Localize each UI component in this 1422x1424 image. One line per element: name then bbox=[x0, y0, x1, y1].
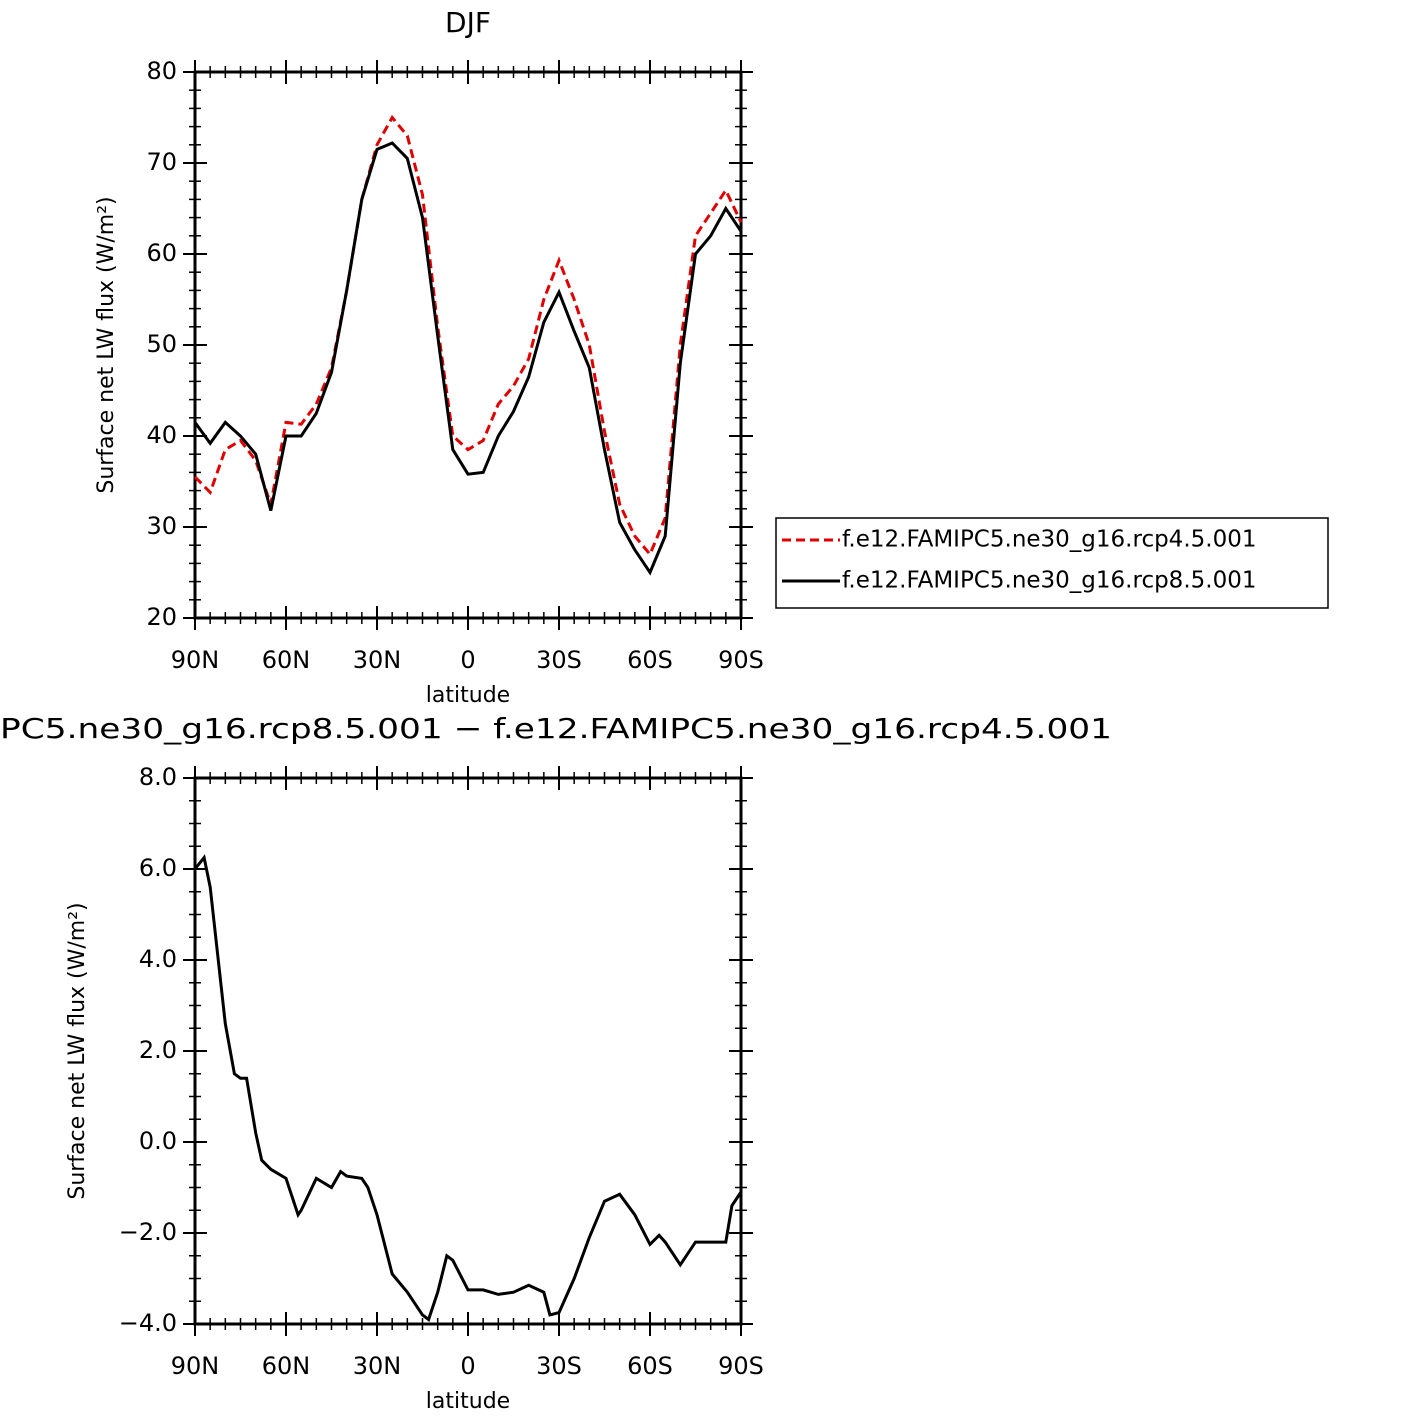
y-tick-label: 60 bbox=[146, 239, 177, 267]
y-tick-label: 80 bbox=[146, 57, 177, 85]
y-tick-label: 50 bbox=[146, 330, 177, 358]
y-tick-label: 0.0 bbox=[139, 1127, 177, 1155]
y-axis-label: Surface net LW flux (W/m²) bbox=[94, 196, 119, 493]
x-tick-label: 30S bbox=[536, 1352, 582, 1380]
y-tick-label: 6.0 bbox=[139, 854, 177, 882]
x-axis-label: latitude bbox=[426, 1389, 510, 1414]
legend-label: f.e12.FAMIPC5.ne30_g16.rcp4.5.001 bbox=[842, 527, 1256, 553]
x-tick-label: 90N bbox=[171, 646, 220, 674]
y-tick-label: 8.0 bbox=[139, 763, 177, 791]
y-tick-label: 4.0 bbox=[139, 945, 177, 973]
y-tick-label: 40 bbox=[146, 421, 177, 449]
y-tick-label: −4.0 bbox=[119, 1309, 177, 1337]
y-tick-label: 20 bbox=[146, 603, 177, 631]
plot-frame bbox=[193, 776, 743, 1326]
x-tick-label: 30S bbox=[536, 646, 582, 674]
x-axis-label: latitude bbox=[426, 683, 510, 708]
data-line bbox=[193, 141, 743, 576]
x-tick-label: 90N bbox=[171, 1352, 220, 1380]
y-tick-label: 30 bbox=[146, 512, 177, 540]
x-tick-label: 0 bbox=[460, 646, 475, 674]
x-tick-label: 30N bbox=[353, 646, 402, 674]
chart-title: f.e12.FAMIPC5.ne30_g16.rcp8.5.001 − f.e1… bbox=[0, 712, 1112, 745]
x-tick-label: 60S bbox=[627, 646, 673, 674]
legend-label: f.e12.FAMIPC5.ne30_g16.rcp8.5.001 bbox=[842, 568, 1256, 594]
x-tick-label: 30N bbox=[353, 1352, 402, 1380]
data-line bbox=[193, 854, 743, 1322]
y-tick-label: 2.0 bbox=[139, 1036, 177, 1064]
legend-box bbox=[775, 517, 1329, 609]
y-tick-label: −2.0 bbox=[119, 1218, 177, 1246]
y-tick-label: 70 bbox=[146, 148, 177, 176]
data-line bbox=[193, 114, 743, 558]
x-tick-label: 90S bbox=[718, 646, 764, 674]
x-tick-label: 0 bbox=[460, 1352, 475, 1380]
x-tick-label: 60S bbox=[627, 1352, 673, 1380]
y-axis-label: Surface net LW flux (W/m²) bbox=[65, 902, 90, 1199]
chart-title: DJF bbox=[445, 6, 491, 39]
x-tick-label: 90S bbox=[718, 1352, 764, 1380]
x-tick-label: 60N bbox=[262, 646, 311, 674]
x-tick-label: 60N bbox=[262, 1352, 311, 1380]
